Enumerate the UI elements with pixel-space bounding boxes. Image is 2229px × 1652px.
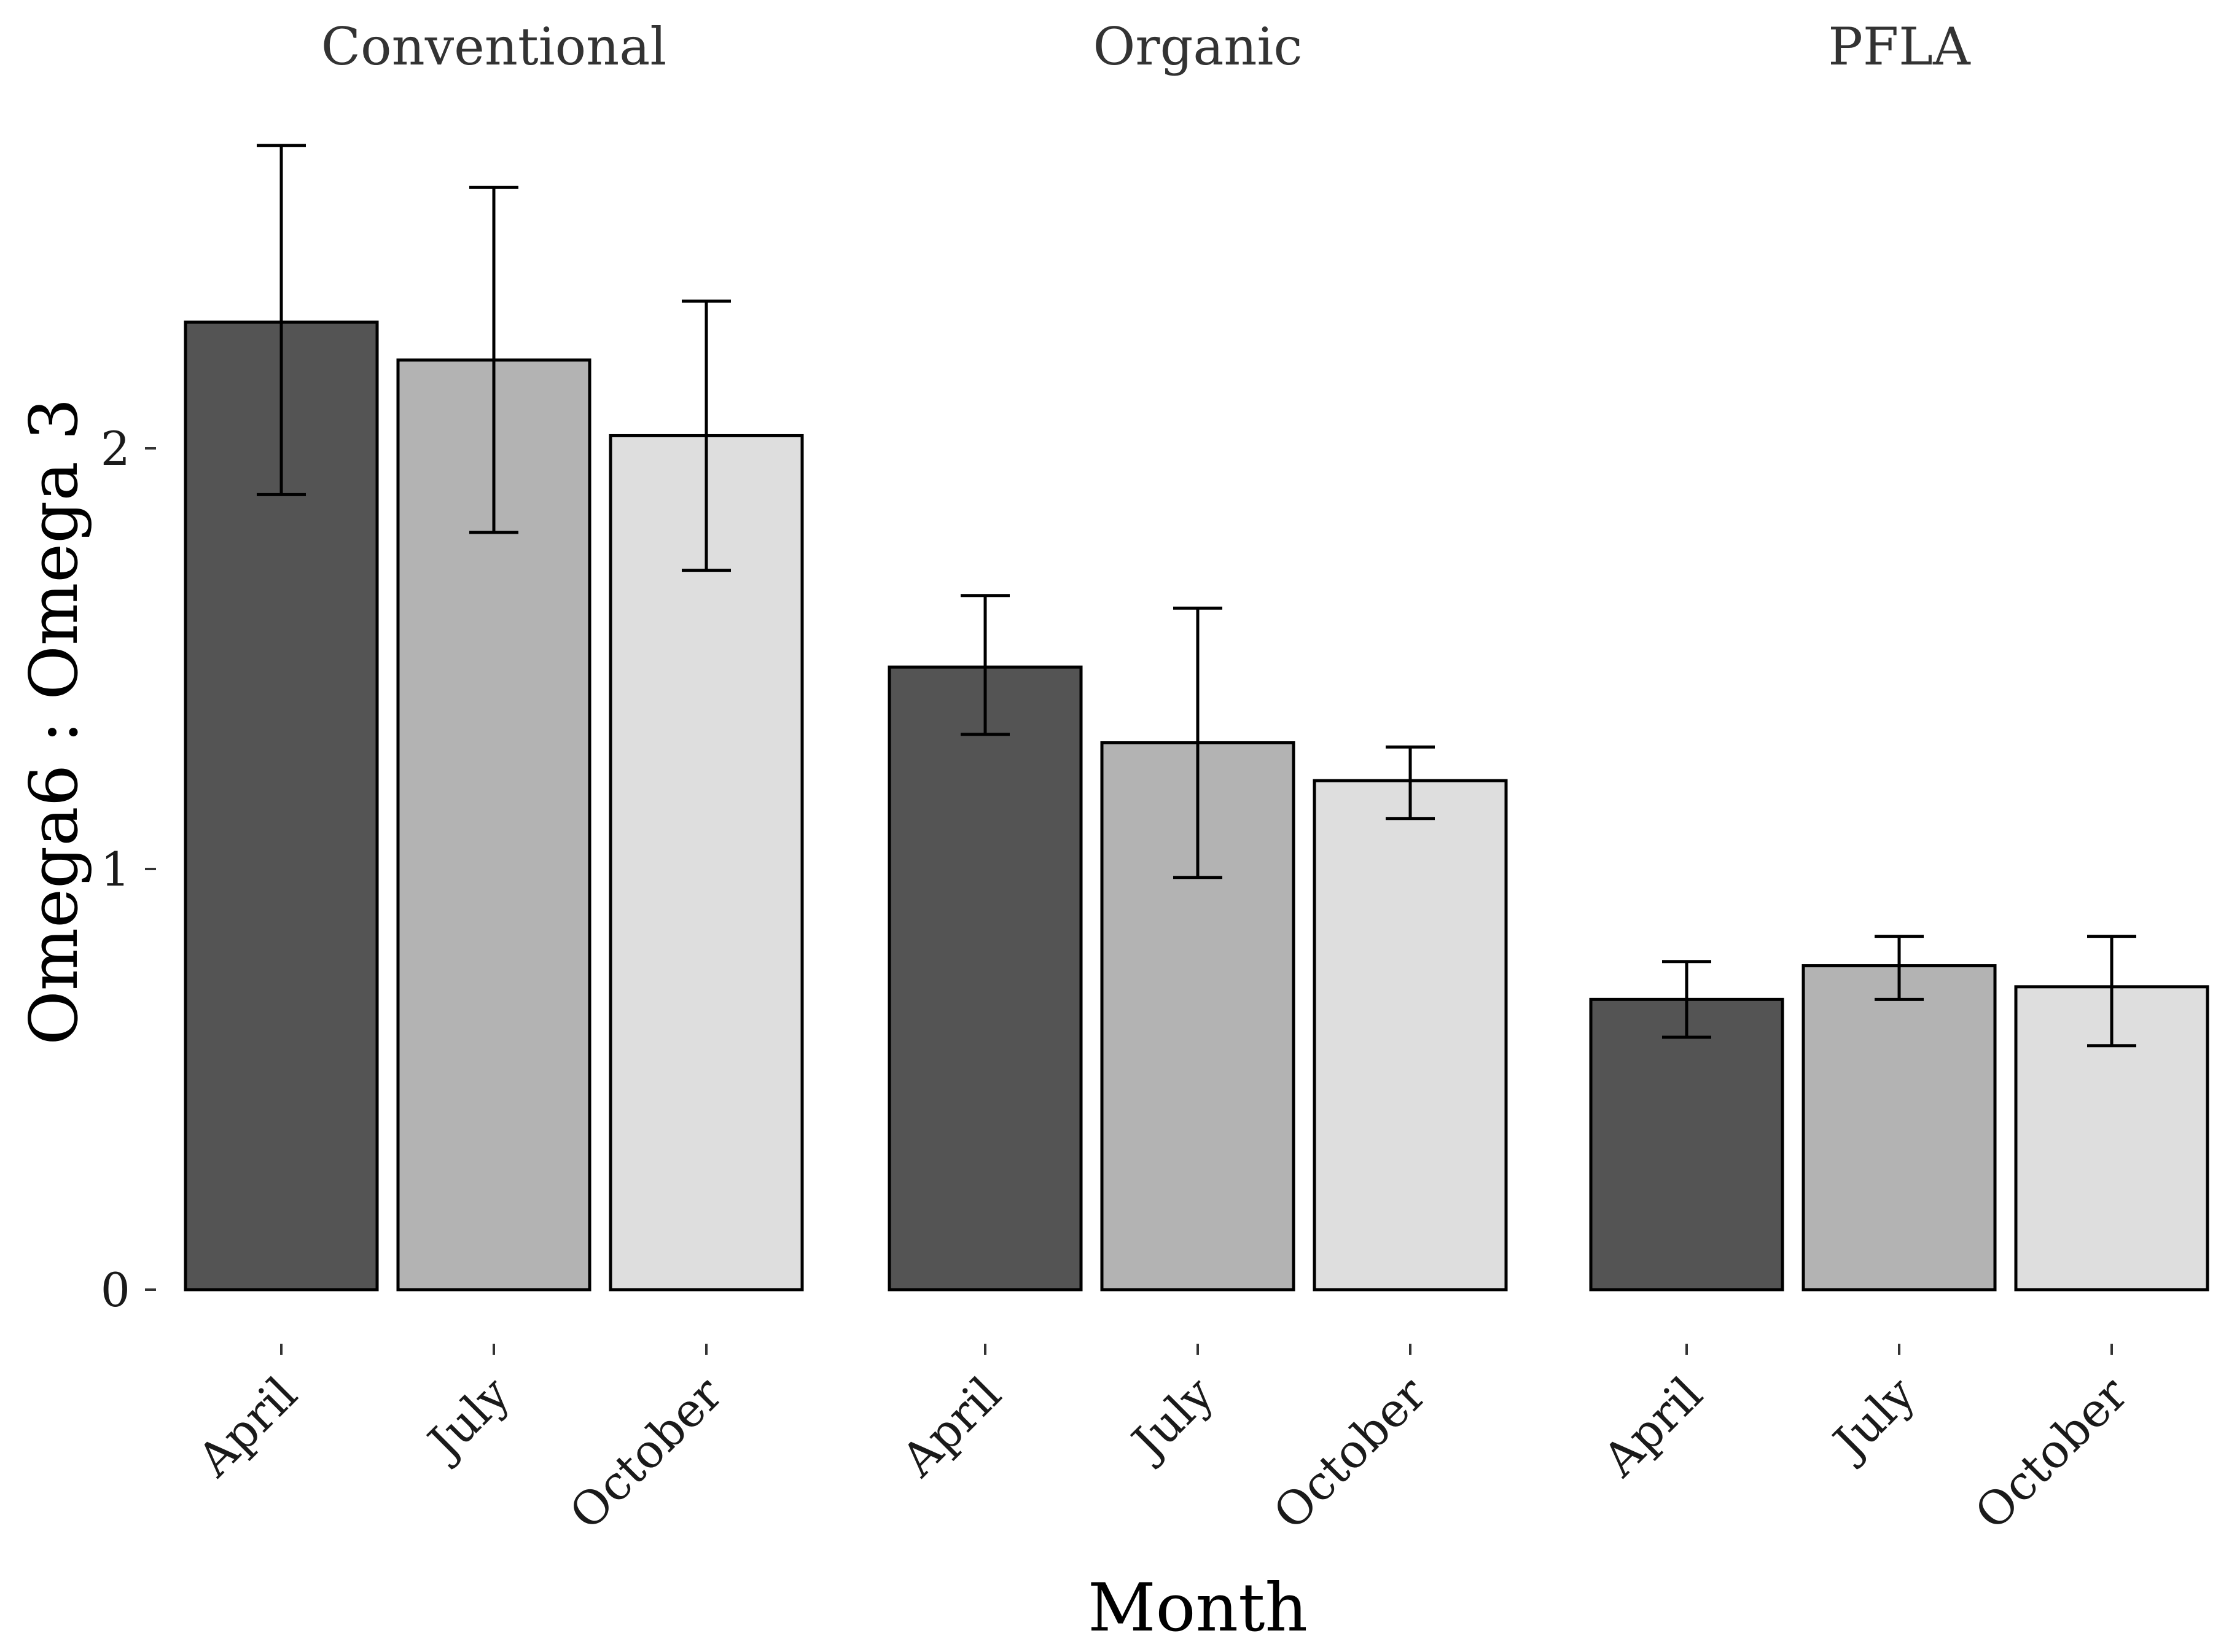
- bar-pfla-october: [2014, 985, 2209, 1292]
- x-tick-label-conventional-april: April: [187, 1366, 308, 1487]
- error-bar-conventional-october: [682, 299, 731, 572]
- x-tick-label-conventional-july: July: [415, 1366, 520, 1472]
- bar-organic-april: [888, 665, 1083, 1292]
- error-bar-pfla-july: [1875, 935, 1924, 1001]
- x-tick-label-organic-october: October: [1263, 1366, 1437, 1540]
- y-axis: 0 1 2: [101, 421, 156, 1317]
- bar-organic-october: [1313, 779, 1508, 1292]
- y-tick-label-1: 1: [101, 842, 130, 897]
- facet-title-conventional: Conventional: [321, 17, 666, 77]
- error-bar-pfla-april: [1662, 960, 1711, 1039]
- facet-title-organic: Organic: [1093, 17, 1303, 77]
- x-tick-label-pfla-july: July: [1820, 1366, 1926, 1472]
- facet-title-pfla: PFLA: [1828, 17, 1971, 77]
- y-tick-label-2: 2: [101, 421, 130, 476]
- error-bar-conventional-april: [257, 144, 306, 496]
- bar-pfla-april: [1589, 997, 1784, 1292]
- x-axis: April July October April July October April Jul…: [187, 1344, 2138, 1540]
- x-tick-label-pfla-april: April: [1592, 1366, 1713, 1487]
- y-tick-label-0: 0: [101, 1263, 130, 1317]
- error-bars: [257, 144, 2136, 1048]
- error-bar-organic-april: [961, 594, 1010, 736]
- x-tick-label-organic-july: July: [1118, 1366, 1224, 1472]
- error-bar-organic-july: [1173, 606, 1222, 879]
- error-bar-organic-october: [1386, 745, 1435, 820]
- x-tick-label-organic-april: April: [891, 1366, 1012, 1487]
- x-tick-label-conventional-october: October: [559, 1366, 733, 1540]
- x-tick-label-pfla-october: October: [1964, 1366, 2138, 1540]
- y-axis-title: Omega6 : Omega 3: [16, 398, 93, 1045]
- bars: [184, 321, 2209, 1292]
- error-bar-pfla-october: [2087, 935, 2136, 1048]
- error-bar-conventional-july: [469, 185, 518, 534]
- facet-titles: Conventional Organic PFLA: [321, 17, 1971, 77]
- x-axis-title: Month: [1088, 1570, 1308, 1646]
- bar-pfla-july: [1802, 964, 1997, 1292]
